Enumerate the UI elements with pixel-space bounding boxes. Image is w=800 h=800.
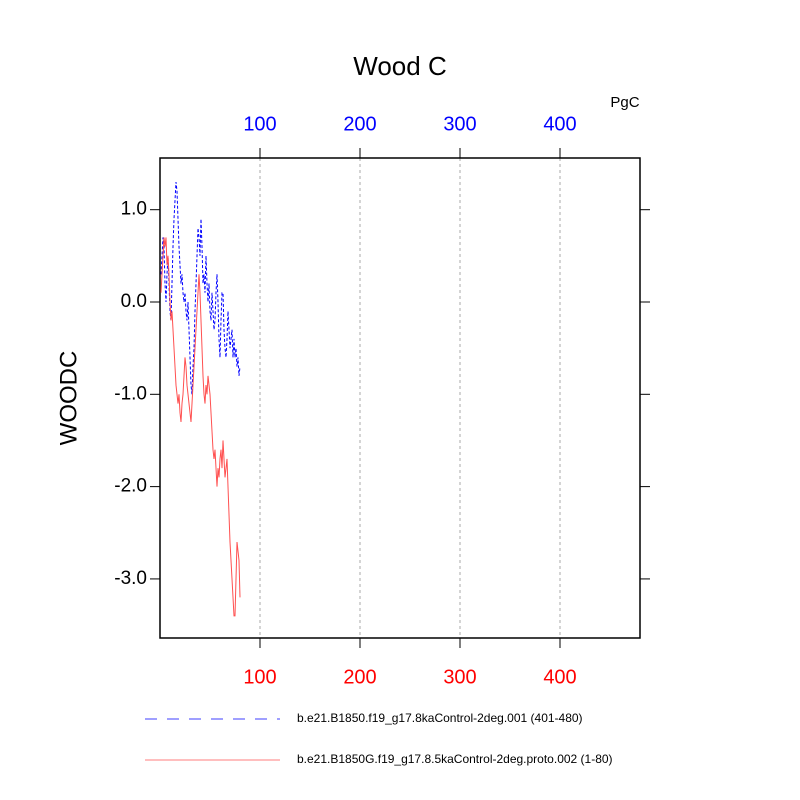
plot-frame (159, 157, 641, 639)
y-tick-label: -3.0 (114, 568, 147, 589)
y-tick-label: -2.0 (114, 476, 147, 497)
legend-label: b.e21.B1850G.f19_g17.8.5kaControl-2deg.p… (297, 752, 613, 766)
data-line (160, 181, 241, 395)
x-tick-label: 200 (343, 666, 376, 688)
units-label: PgC (610, 94, 639, 111)
x-tick-label: 100 (243, 666, 276, 688)
x-top-tick-label: 300 (443, 113, 476, 135)
x-tick-label: 400 (543, 666, 576, 688)
y-axis-label: WOODC (55, 351, 82, 446)
y-tick-label: 0.0 (121, 291, 147, 312)
x-tick-label: 300 (443, 666, 476, 688)
x-top-tick-label: 100 (243, 113, 276, 135)
y-tick-label: -1.0 (114, 383, 147, 404)
y-tick-label: 1.0 (121, 199, 147, 220)
x-top-tick-label: 400 (543, 113, 576, 135)
chart-title: Wood C (353, 51, 446, 81)
legend-label: b.e21.B1850.f19_g17.8kaControl-2deg.001 … (297, 711, 583, 725)
x-top-tick-label: 200 (343, 113, 376, 135)
data-line (160, 237, 241, 617)
